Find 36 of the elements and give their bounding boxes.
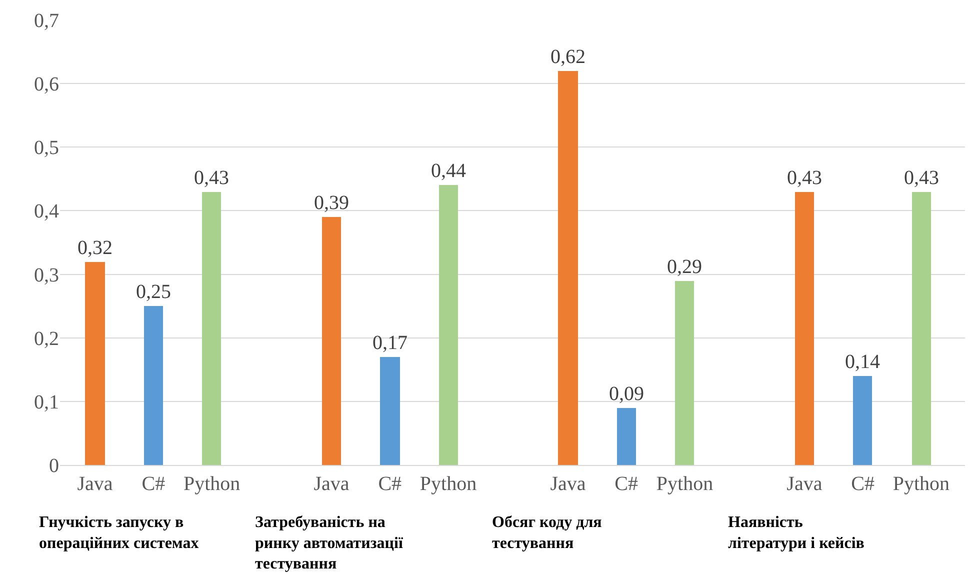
- y-tick-label: 0,2: [34, 328, 59, 350]
- data-label: 0,29: [667, 256, 702, 278]
- data-label: 0,62: [550, 46, 586, 68]
- y-tick-label: 0,3: [34, 264, 59, 286]
- y-tick-label: 0,1: [34, 391, 59, 414]
- y-tick-label: 0,6: [34, 74, 59, 96]
- text: Обсяг коду для тестування: [492, 514, 602, 552]
- data-label: 0,39: [314, 192, 349, 214]
- data-label: 0,43: [194, 167, 229, 189]
- data-label: 0,14: [845, 351, 880, 373]
- x-tick-label: C#: [378, 473, 402, 495]
- text: Наявність літератури і кейсів: [728, 514, 865, 552]
- x-tick-label: C#: [614, 473, 638, 495]
- data-label: 0,43: [787, 167, 822, 189]
- y-tick-label: 0,4: [34, 200, 59, 223]
- x-tick-label: Python: [892, 473, 950, 495]
- data-label: 0,44: [431, 160, 466, 182]
- data-label: 0,43: [904, 167, 939, 189]
- x-tick-label: C#: [142, 473, 166, 495]
- x-tick-label: C#: [851, 473, 874, 495]
- data-label: 0,25: [136, 281, 171, 303]
- x-tick-label: Java: [314, 473, 350, 495]
- x-tick-label: Java: [77, 473, 113, 495]
- x-tick-label: Python: [656, 473, 714, 495]
- y-tick-label: 0: [49, 455, 59, 477]
- x-tick-label: Python: [183, 473, 240, 495]
- y-tick-label: 0,7: [34, 10, 59, 32]
- data-label: 0,17: [372, 332, 408, 354]
- text: Затребуваність на ринку автоматизації тестування: [255, 514, 404, 573]
- x-tick-label: Java: [786, 473, 822, 495]
- y-tick-label: 0,5: [34, 137, 59, 160]
- data-label: 0,09: [609, 383, 644, 405]
- text: Гнучкість запуску в операційних системах: [39, 514, 199, 552]
- x-tick-label: Python: [420, 473, 477, 495]
- x-tick-label: Java: [550, 473, 586, 495]
- data-label: 0,32: [78, 237, 112, 259]
